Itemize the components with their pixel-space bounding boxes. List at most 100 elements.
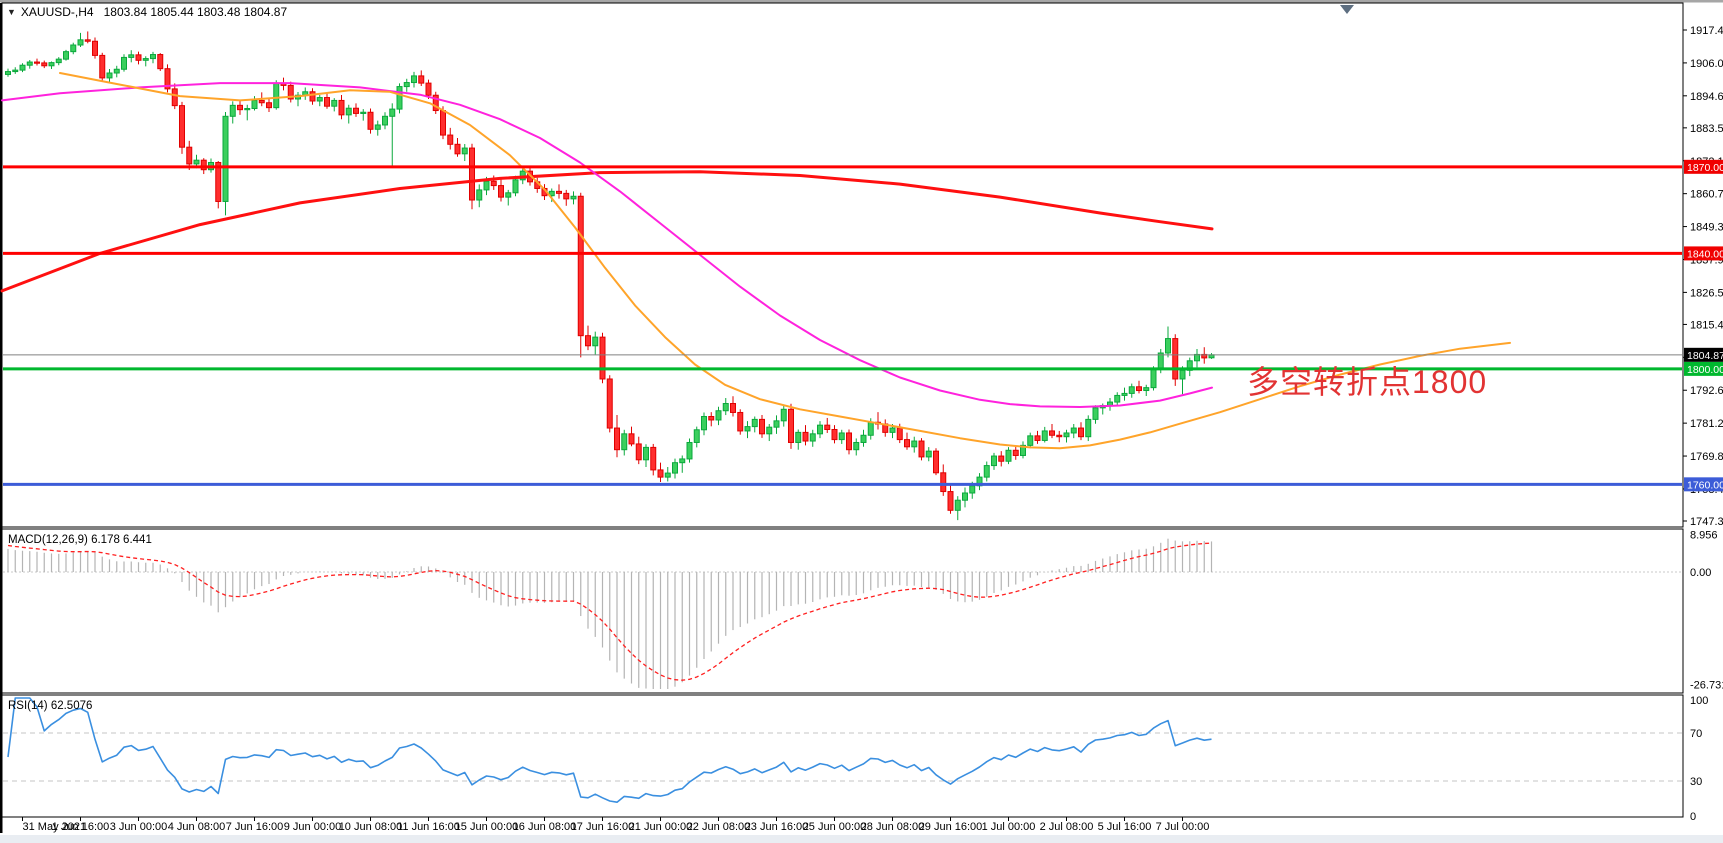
macd-signal-line	[7, 542, 1212, 681]
candle	[287, 81, 294, 103]
time-tick-label: 31 May 2021	[23, 821, 87, 833]
price-tick-label: 1860.70	[1690, 189, 1723, 201]
window-top-edge	[0, 0, 1723, 3]
time-tick-label: 28 Jun 08:00	[861, 821, 925, 833]
candle	[788, 403, 794, 449]
window-bottom-strip	[0, 835, 1723, 843]
time-tick-label: 25 Jun 00:00	[803, 821, 867, 833]
candle	[179, 101, 185, 154]
candle	[904, 432, 910, 450]
price-tick-label: 1894.60	[1690, 91, 1723, 103]
time-tick-label: 16 Jun 08:00	[513, 821, 577, 833]
time-tick-label: 1 Jun 16:00	[52, 821, 110, 833]
price-tick-label: 1769.80	[1690, 451, 1723, 463]
candle	[512, 175, 519, 197]
candle	[1063, 429, 1070, 443]
candle	[621, 429, 628, 456]
candle	[331, 98, 338, 112]
candle	[447, 127, 454, 150]
candle	[476, 184, 483, 208]
price-tick-label: 1883.50	[1690, 123, 1723, 135]
candle	[498, 178, 504, 202]
rsi-axis-label: 70	[1690, 728, 1702, 740]
candle	[382, 112, 388, 130]
candle	[773, 415, 780, 434]
candle	[585, 325, 591, 351]
chart-shift-marker-icon[interactable]	[1340, 5, 1354, 14]
candle	[860, 429, 867, 447]
time-tick-label: 2 Jul 08:00	[1040, 821, 1094, 833]
hline-1800.00-badge	[1684, 361, 1723, 376]
candle	[918, 438, 925, 461]
candle	[469, 143, 475, 210]
candle	[1034, 430, 1041, 444]
candle	[592, 331, 599, 355]
candle	[991, 452, 997, 470]
candle	[947, 484, 954, 514]
candle	[396, 83, 403, 114]
rsi-indicator-label: RSI(14) 62.5076	[8, 700, 92, 712]
candle	[324, 93, 330, 109]
candle	[99, 52, 106, 82]
hline-1870.00-badge-label: 1870.00	[1687, 162, 1723, 174]
candle	[171, 83, 178, 110]
time-tick-label: 7 Jul 00:00	[1156, 821, 1210, 833]
candle	[5, 68, 11, 77]
candle	[730, 396, 736, 417]
price-tick-label: 1906.00	[1690, 58, 1723, 70]
symbol-dropdown-icon[interactable]: ▼	[7, 7, 16, 17]
hline-1840.00-badge-label: 1840.00	[1687, 248, 1723, 260]
candle	[135, 51, 142, 65]
candle	[824, 417, 831, 433]
candle	[1020, 441, 1026, 459]
ma-red-slow	[0, 170, 1214, 293]
candle	[454, 137, 461, 157]
candle	[48, 61, 55, 69]
candle	[780, 404, 787, 427]
candle	[142, 56, 149, 67]
time-tick-label: 10 Jun 08:00	[339, 821, 403, 833]
macd-panel[interactable]	[1, 528, 1684, 694]
ma-orange-displaced	[59, 72, 1511, 450]
candle	[1041, 426, 1048, 443]
candle	[41, 60, 48, 69]
annotation-text[interactable]: 多空转折点1800	[1247, 364, 1488, 400]
macd-indicator-label: MACD(12,26,9) 6.178 6.441	[8, 534, 152, 546]
candle	[360, 109, 367, 121]
candle	[940, 464, 947, 496]
ohlc-values: 1803.84 1805.44 1803.48 1804.87	[103, 5, 288, 19]
candle	[751, 416, 758, 433]
candle	[55, 57, 62, 66]
price-tick-label: 1849.30	[1690, 222, 1723, 234]
time-tick-label: 1 Jul 00:00	[982, 821, 1036, 833]
hline-1760.00-badge	[1684, 477, 1723, 492]
candle	[838, 429, 845, 444]
candle	[12, 67, 19, 74]
candle	[505, 189, 512, 206]
candle	[701, 412, 707, 436]
price-tick-label: 1747.30	[1690, 516, 1723, 528]
candle	[657, 462, 664, 483]
candle	[1172, 334, 1179, 386]
candle	[403, 78, 410, 92]
candle	[606, 375, 613, 433]
candle	[1092, 405, 1099, 424]
candle	[962, 487, 968, 508]
candle	[70, 42, 77, 55]
rsi-axis-label: 0	[1690, 811, 1696, 823]
candle	[853, 438, 860, 456]
main-chart-panel[interactable]	[1, 2, 1684, 528]
macd-axis-label: 8.956	[1690, 529, 1718, 541]
candle	[802, 425, 809, 446]
candle	[672, 458, 678, 479]
candle	[1049, 424, 1055, 439]
candle	[229, 101, 236, 124]
price-tick-label: 1815.40	[1690, 319, 1723, 331]
rsi-panel[interactable]	[1, 694, 1684, 818]
price-tick-label: 1781.20	[1690, 418, 1723, 430]
candle	[1056, 430, 1063, 443]
candle	[911, 436, 918, 453]
